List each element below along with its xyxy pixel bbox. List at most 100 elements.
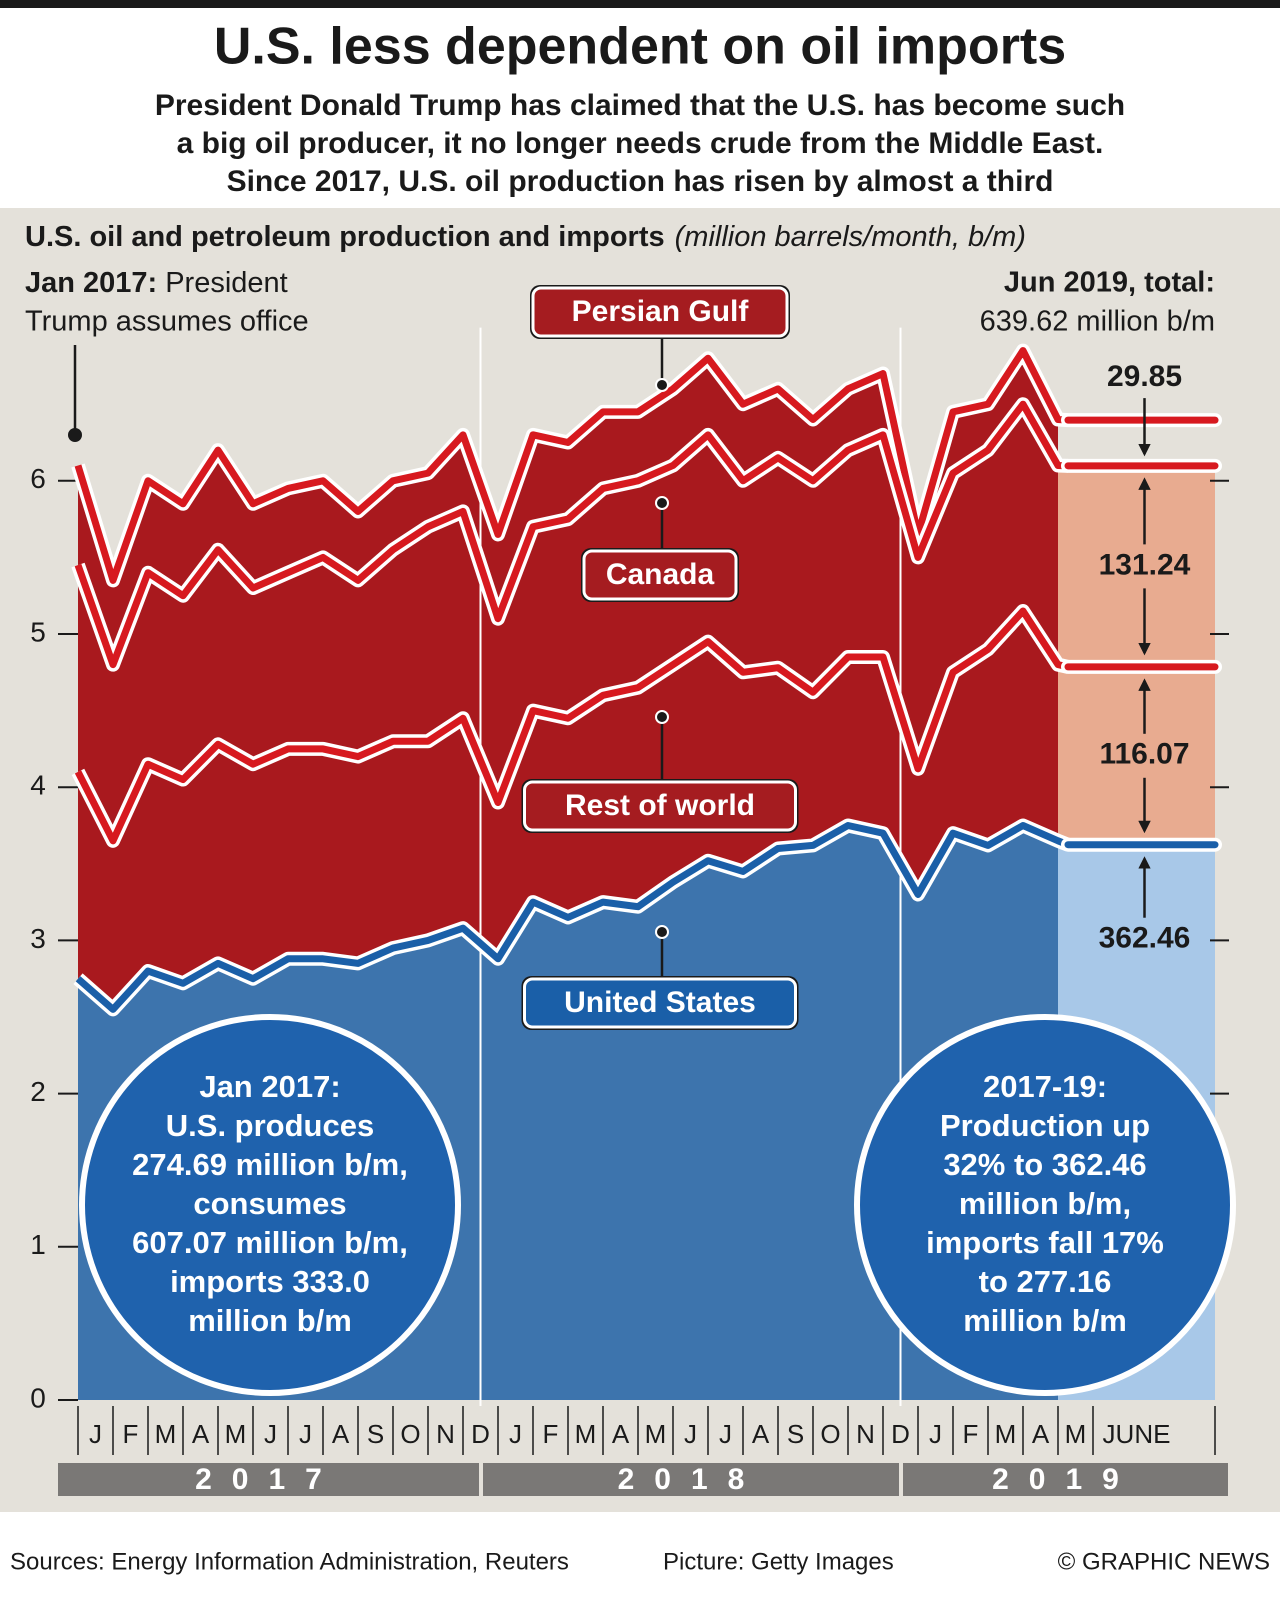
value-label: 29.85	[1107, 360, 1182, 393]
unit-note: (million barrels/month, b/m)	[675, 221, 1026, 253]
y-tick-label: 1	[30, 1229, 46, 1260]
info-text: imports 333.0	[170, 1264, 370, 1299]
y-tick-label: 4	[30, 770, 46, 801]
legend-box	[523, 977, 797, 1029]
note-left-text: President	[165, 267, 288, 299]
note-dot	[68, 428, 82, 442]
y-tick-label: 3	[30, 923, 46, 954]
info-text: Jan 2017:	[199, 1069, 340, 1104]
x-tick-label: A	[612, 1419, 630, 1449]
x-tick-label: A	[752, 1419, 770, 1449]
y-tick-label: 0	[30, 1382, 46, 1413]
info-text: million b/m	[188, 1303, 352, 1338]
x-tick-label: O	[820, 1419, 840, 1449]
x-tick-label: N	[856, 1419, 875, 1449]
y-tick-label: 2	[30, 1076, 46, 1107]
x-tick-label: D	[891, 1419, 910, 1449]
x-tick-label: M	[995, 1419, 1017, 1449]
series-line	[74, 347, 1069, 584]
x-tick-label: M	[1065, 1419, 1087, 1449]
x-tick-label: M	[575, 1419, 597, 1449]
series-line	[74, 607, 1069, 845]
info-text: U.S. produces	[166, 1108, 374, 1143]
subtitle: a big oil producer, it no longer needs c…	[177, 127, 1104, 160]
x-tick-label: O	[400, 1419, 420, 1449]
x-tick-label: F	[963, 1419, 979, 1449]
info-text: imports fall 17%	[926, 1225, 1164, 1260]
year-label: 2017	[195, 1463, 342, 1496]
info-text: consumes	[193, 1186, 346, 1221]
year-label: 2019	[992, 1463, 1139, 1496]
credit: © GRAPHIC NEWS	[1058, 1548, 1270, 1575]
note-left: Jan 2017: President	[25, 267, 288, 299]
x-tick-label: F	[123, 1419, 139, 1449]
x-tick-label: JUNE	[1103, 1419, 1171, 1449]
picture-credit: Picture: Getty Images	[663, 1548, 894, 1575]
x-tick-label: J	[299, 1419, 312, 1449]
info-text: 607.07 million b/m,	[132, 1225, 408, 1260]
x-tick-label: D	[471, 1419, 490, 1449]
x-tick-label: M	[155, 1419, 177, 1449]
x-tick-label: A	[332, 1419, 350, 1449]
title: U.S. less dependent on oil imports	[214, 18, 1066, 76]
info-text: million b/m,	[959, 1186, 1131, 1221]
info-text: 32% to 362.46	[943, 1147, 1146, 1182]
info-circle	[854, 1014, 1236, 1396]
x-tick-label: N	[436, 1419, 455, 1449]
x-tick-label: M	[225, 1419, 247, 1449]
subtitle: Since 2017, U.S. oil production has rise…	[227, 165, 1054, 198]
year-bar	[483, 1463, 899, 1496]
callout-dot	[655, 378, 669, 392]
note-left-bold: Jan 2017:	[25, 267, 157, 299]
info-text: 2017-19:	[983, 1069, 1107, 1104]
info-text: to 277.16	[979, 1264, 1112, 1299]
top-rule	[0, 0, 1280, 8]
x-tick-label: S	[787, 1419, 804, 1449]
year-bar	[903, 1463, 1228, 1496]
june-highlight	[1058, 465, 1215, 845]
callout-dot	[655, 925, 669, 939]
x-tick-label: A	[192, 1419, 210, 1449]
info-text: Production up	[940, 1108, 1150, 1143]
note-right: Jun 2019, total:	[1004, 267, 1215, 299]
value-label: 362.46	[1099, 922, 1191, 955]
legend-label: Rest of world	[565, 789, 755, 822]
subtitle: President Donald Trump has claimed that …	[155, 89, 1125, 122]
info-circle	[79, 1014, 461, 1396]
x-tick-label: M	[645, 1419, 667, 1449]
note-left-text: Trump assumes office	[25, 306, 309, 338]
x-tick-label: S	[367, 1419, 384, 1449]
callout-dot	[655, 496, 669, 510]
x-tick-label: J	[89, 1419, 102, 1449]
info-text: million b/m	[963, 1303, 1127, 1338]
legend-box	[582, 549, 738, 601]
chart-title: U.S. oil and petroleum production and im…	[25, 221, 1026, 253]
series-line	[75, 822, 1070, 1013]
year-label: 2018	[618, 1463, 765, 1496]
legend-box	[523, 780, 797, 832]
callout-dot	[655, 710, 669, 724]
x-tick-label: J	[264, 1419, 277, 1449]
area-band	[78, 404, 1068, 841]
value-label: 131.24	[1099, 548, 1191, 581]
x-tick-label: J	[929, 1419, 942, 1449]
note-right: 639.62 million b/m	[980, 306, 1215, 338]
y-tick-label: 6	[30, 463, 46, 494]
value-label: 116.07	[1099, 738, 1189, 771]
info-text: 274.69 million b/m,	[132, 1147, 408, 1182]
y-tick-label: 5	[30, 616, 46, 647]
legend-label: United States	[564, 986, 756, 1019]
x-tick-label: A	[1032, 1419, 1050, 1449]
x-tick-label: J	[684, 1419, 697, 1449]
chart-title-text: U.S. oil and petroleum production and im…	[25, 221, 665, 253]
x-tick-label: J	[509, 1419, 522, 1449]
x-tick-label: J	[719, 1419, 732, 1449]
series-line	[74, 400, 1069, 669]
legend-label: Canada	[606, 558, 715, 591]
x-tick-label: F	[543, 1419, 559, 1449]
legend-box	[531, 286, 789, 338]
legend-label: Persian Gulf	[572, 295, 750, 328]
june-highlight	[1058, 420, 1215, 466]
year-bar	[58, 1463, 479, 1496]
